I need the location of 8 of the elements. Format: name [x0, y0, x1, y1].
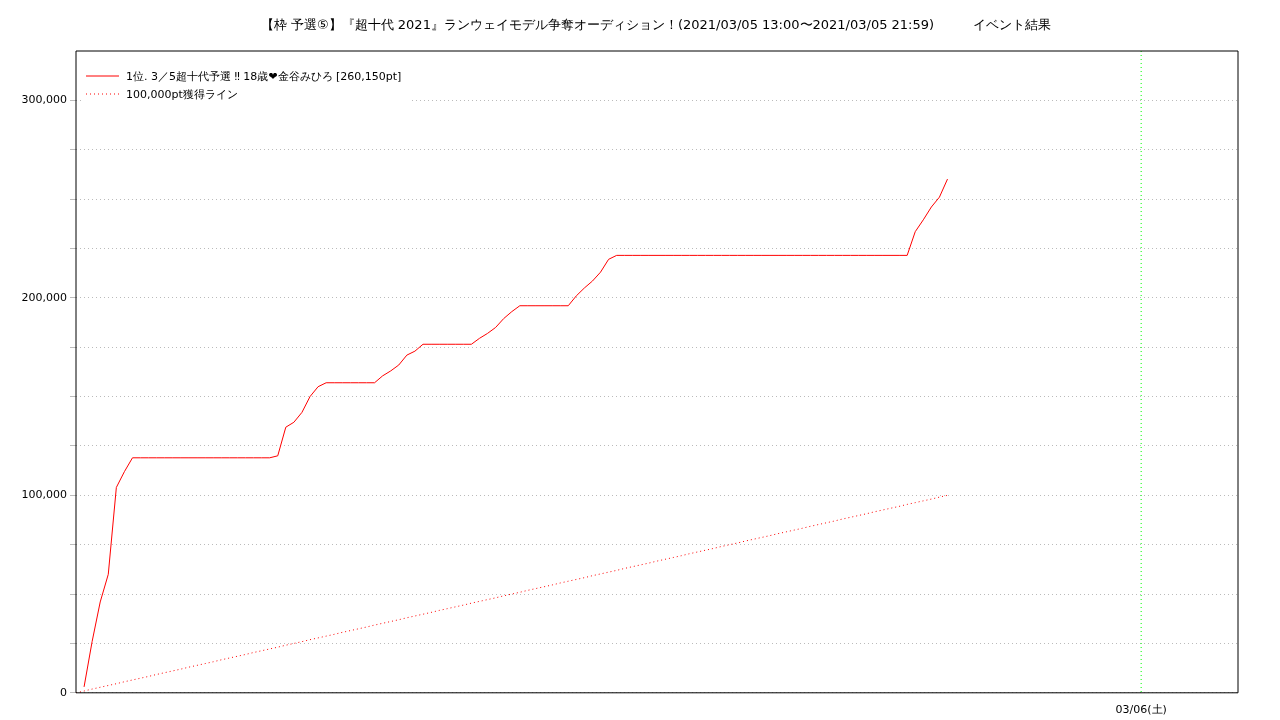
y-tick-label: 100,000 — [21, 488, 67, 502]
legend-label: 1位. 3／5超十代予選 ‼ 18歳❤金谷みひろ [260,150pt] — [126, 69, 402, 83]
y-tick-label: 200,000 — [21, 290, 67, 304]
legend-label: 100,000pt獲得ライン — [126, 87, 238, 101]
y-tick-label: 0 — [60, 685, 67, 699]
y-tick-label: 300,000 — [21, 93, 67, 107]
chart-title: 【枠 予選⑤】『超十代 2021』ランウェイモデル争奪オーディション！(2021/03/05 13:00〜2021/03/05 21:59) イベント結果 — [260, 17, 1052, 33]
x-tick-label: 03/06(土) — [1115, 703, 1167, 717]
